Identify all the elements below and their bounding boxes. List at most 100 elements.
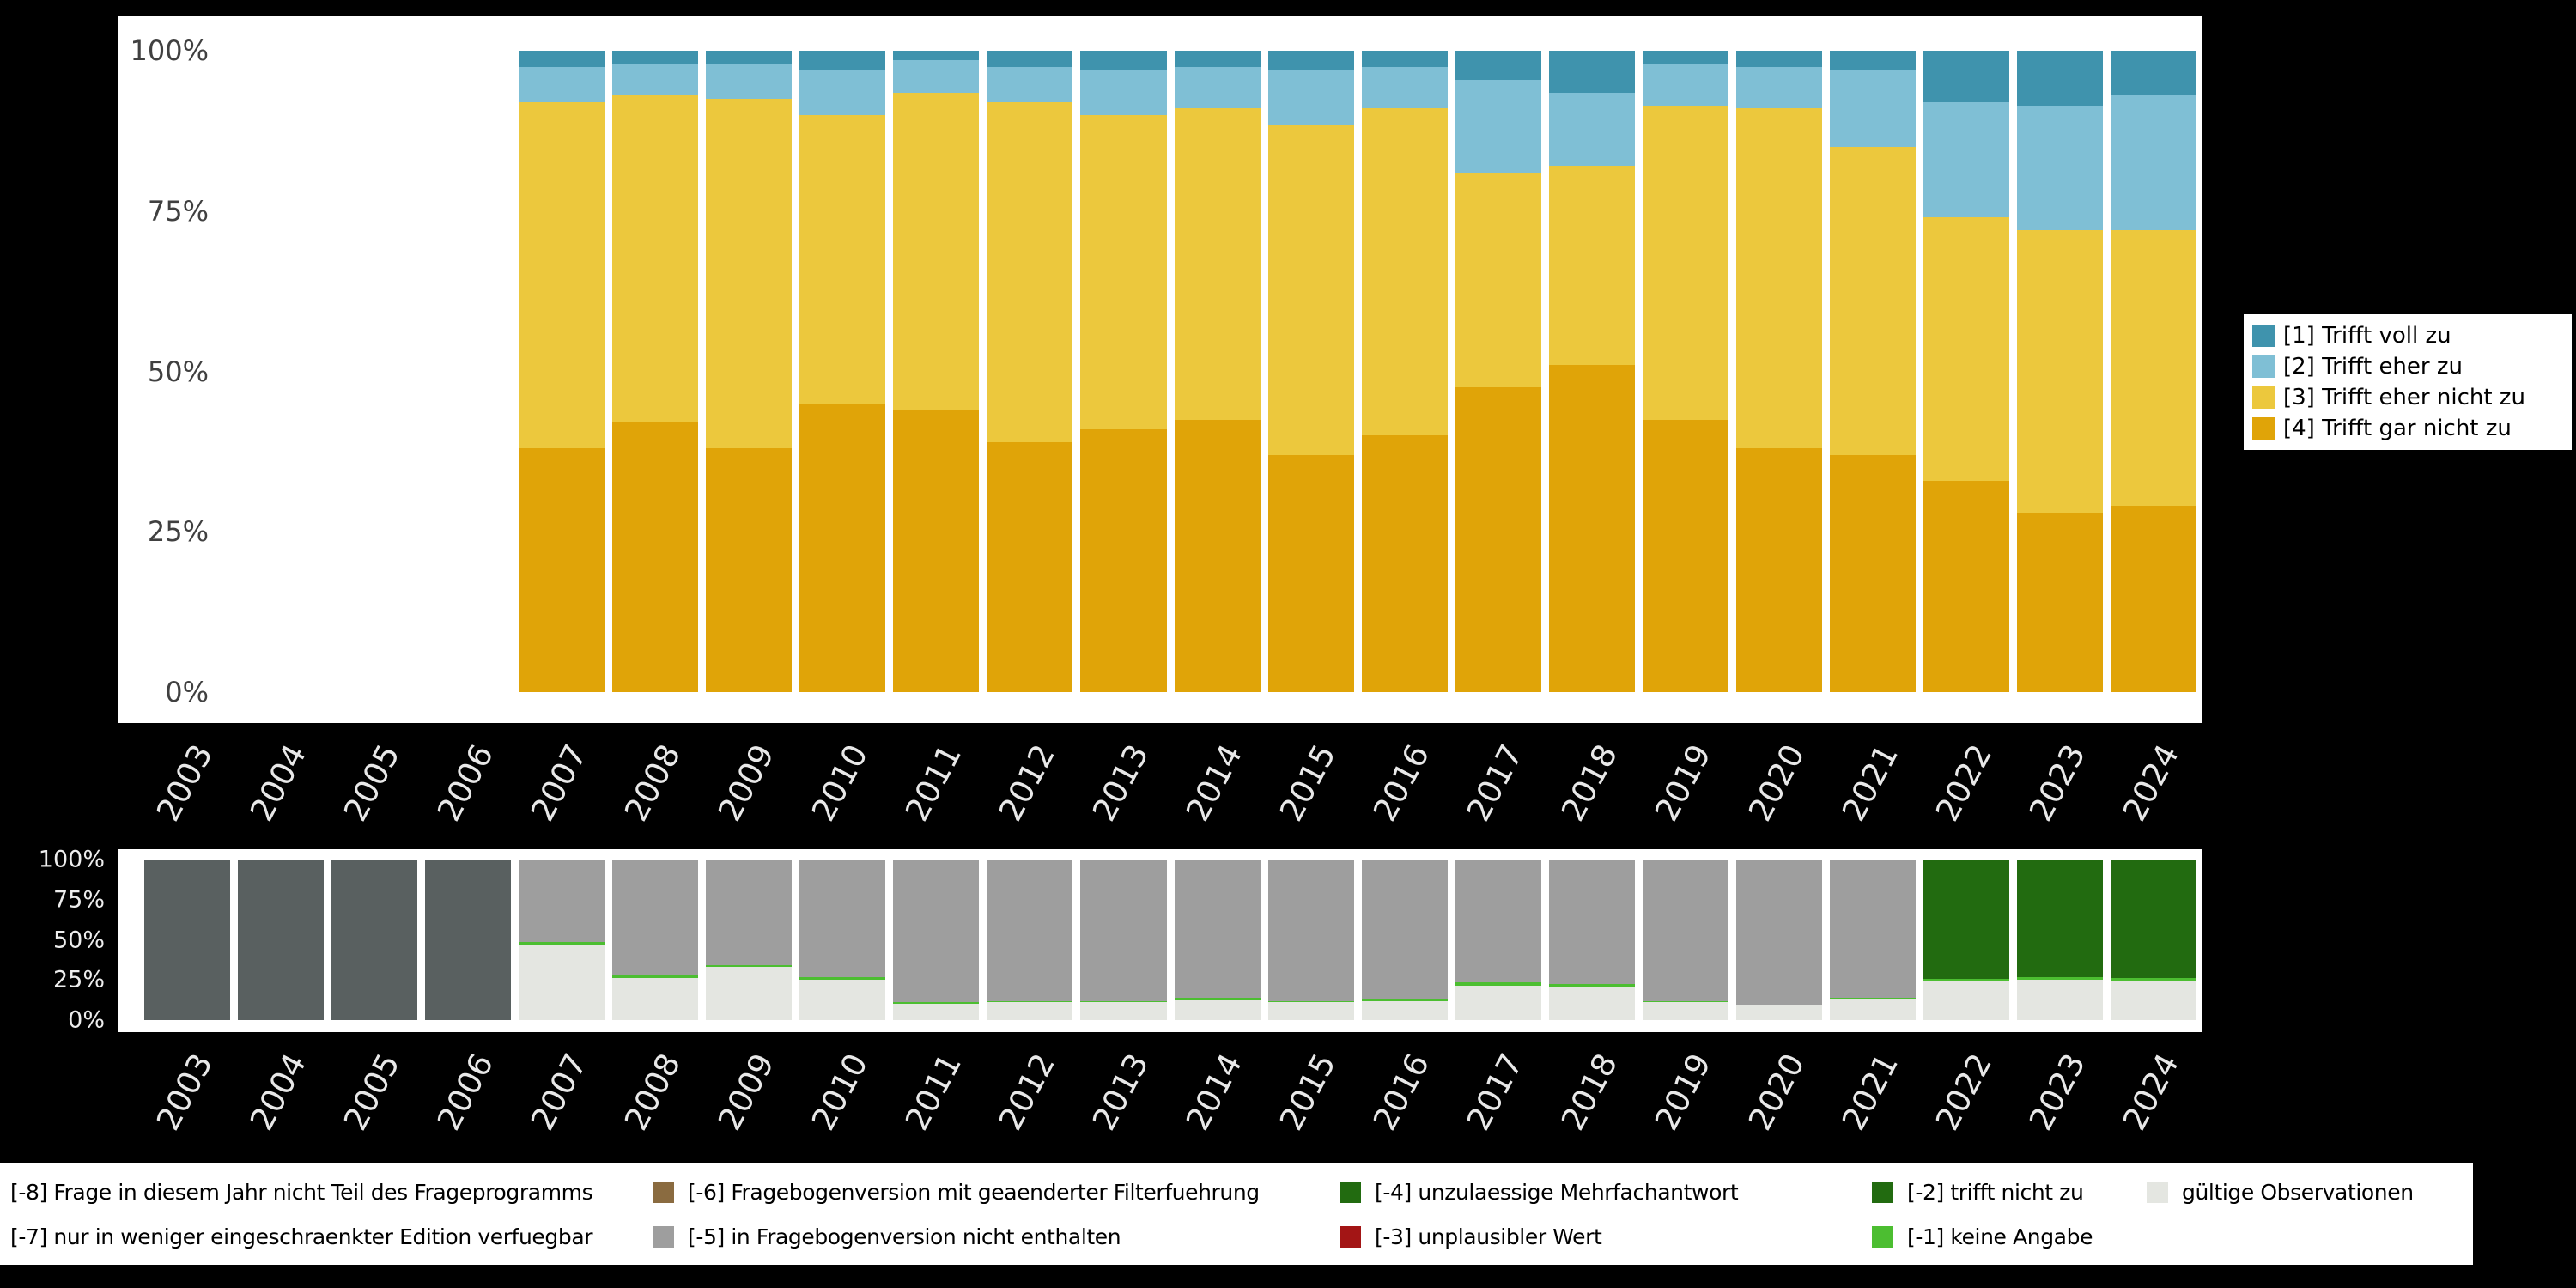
x-tick-label: 2003 [149, 1048, 220, 1137]
bar-segment [1923, 51, 2009, 102]
legend-label: [-6] Fragebogenversion mit geaenderter F… [688, 1179, 1260, 1205]
bar-segment [612, 63, 699, 96]
y-tick-label: 50% [147, 355, 209, 388]
bar-segment [1267, 124, 1354, 455]
bar-2010 [799, 860, 886, 1020]
bar-segment [1735, 66, 1822, 109]
bar-2012 [987, 860, 1073, 1020]
bar-segment [1548, 860, 1635, 984]
bar-segment [893, 1004, 980, 1020]
top-y-axis: 100% 75% 50% 25% 0% [118, 34, 209, 708]
x-tick: 2008 [612, 1041, 698, 1157]
bar-2014 [1174, 51, 1261, 692]
bar-2007 [519, 51, 605, 692]
legend-label: [-4] unzulaessige Mehrfachantwort [1375, 1179, 1739, 1205]
x-tick: 2010 [799, 732, 885, 848]
bar-segment [1361, 66, 1448, 109]
bar-segment [799, 403, 886, 692]
bar-segment [2110, 95, 2196, 231]
bar-segment [1455, 982, 1541, 986]
x-tick: 2024 [2111, 732, 2196, 848]
bar-segment [1267, 51, 1354, 70]
bar-segment [238, 860, 325, 1020]
x-tick: 2013 [1080, 1041, 1166, 1157]
bar-segment [612, 95, 699, 423]
legend-label: [2] Trifft eher zu [2283, 354, 2463, 380]
missing-legend-item: gültige Observationen [2147, 1177, 2414, 1206]
bar-segment [1174, 108, 1261, 420]
x-tick: 2023 [2017, 732, 2103, 848]
bar-2022 [1923, 51, 2009, 692]
x-tick: 2010 [799, 1041, 885, 1157]
bar-segment [1455, 387, 1541, 692]
x-tick: 2011 [893, 1041, 979, 1157]
bar-segment [2110, 51, 2196, 96]
bar-segment [2110, 981, 2196, 1020]
bar-2003 [144, 51, 230, 692]
x-tick-label: 2006 [429, 738, 501, 828]
bar-segment [1267, 1000, 1354, 1003]
bar-segment [706, 964, 793, 968]
x-tick: 2022 [1923, 732, 2009, 848]
bar-segment [2110, 860, 2196, 979]
bar-2009 [706, 860, 793, 1020]
bar-segment [1735, 108, 1822, 449]
bar-2005 [331, 860, 418, 1020]
x-tick: 2020 [1736, 732, 1822, 848]
x-tick-label: 2013 [1085, 738, 1157, 828]
y-tick-label: 25% [52, 966, 105, 993]
bar-segment [1548, 166, 1635, 366]
missing-legend-item: [-3] unplausibler Wert [1340, 1222, 1602, 1251]
bar-segment [706, 967, 793, 1020]
bar-2022 [1923, 860, 2009, 1020]
bar-segment [519, 945, 605, 1020]
bar-2004 [238, 51, 324, 692]
bar-segment [1174, 419, 1261, 692]
bar-segment [893, 60, 980, 93]
bar-segment [1548, 986, 1635, 1020]
bar-segment [1923, 480, 2009, 692]
legend-swatch [2252, 325, 2275, 347]
legend-label: [4] Trifft gar nicht zu [2283, 416, 2512, 441]
bar-2017 [1455, 51, 1541, 692]
missing-legend-item: [-7] nur in weniger eingeschraenkter Edi… [0, 1222, 593, 1251]
bar-segment [1267, 70, 1354, 125]
bar-segment [519, 101, 605, 449]
x-tick-label: 2018 [1553, 738, 1625, 828]
bar-segment [2016, 977, 2103, 981]
x-tick-label: 2006 [429, 1048, 501, 1137]
x-tick: 2014 [1175, 732, 1261, 848]
x-tick-label: 2021 [1834, 738, 1905, 828]
x-tick-label: 2016 [1366, 738, 1437, 828]
x-tick-label: 2010 [805, 738, 876, 828]
bar-segment [1548, 51, 1635, 93]
x-tick-label: 2015 [1273, 1048, 1344, 1137]
bar-segment [612, 975, 699, 979]
bar-2008 [612, 860, 699, 1020]
bar-segment [2016, 980, 2103, 1020]
x-tick-label: 2004 [242, 738, 314, 828]
bar-segment [1174, 66, 1261, 109]
bar-segment [519, 448, 605, 692]
bar-segment [1642, 105, 1728, 420]
y-tick-label: 0% [165, 676, 209, 708]
bar-2018 [1548, 51, 1635, 692]
bar-segment [1361, 860, 1448, 999]
x-tick: 2009 [706, 1041, 792, 1157]
x-tick: 2017 [1455, 732, 1541, 848]
bar-segment [2110, 230, 2196, 507]
legend-label: gültige Observationen [2182, 1179, 2414, 1205]
bar-segment [1361, 999, 1448, 1001]
x-tick-label: 2020 [1741, 1048, 1812, 1137]
x-tick: 2022 [1923, 1041, 2009, 1157]
bar-2003 [144, 860, 231, 1020]
legend-swatch [653, 1181, 674, 1203]
x-tick-label: 2005 [336, 738, 408, 828]
x-tick-label: 2015 [1273, 738, 1344, 828]
bar-segment [799, 860, 886, 978]
bar-2015 [1267, 51, 1354, 692]
bar-2009 [706, 51, 793, 692]
bar-segment [799, 70, 886, 115]
bar-segment [1548, 365, 1635, 692]
bar-segment [612, 51, 699, 64]
